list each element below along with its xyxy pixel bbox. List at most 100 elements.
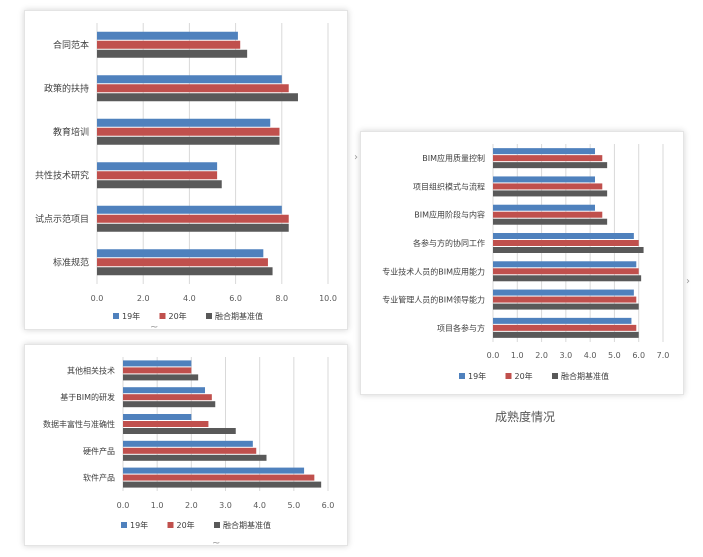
bar bbox=[97, 118, 271, 127]
x-tick-label: 0.0 bbox=[117, 501, 130, 510]
legend-label: 19年 bbox=[468, 371, 486, 381]
x-tick-label: 2.0 bbox=[185, 501, 198, 510]
bar bbox=[97, 180, 222, 189]
category-label: 试点示范项目 bbox=[35, 213, 89, 225]
decor-mark: ~ bbox=[150, 322, 159, 333]
bar bbox=[123, 360, 192, 367]
bar bbox=[123, 387, 205, 394]
x-tick-label: 7.0 bbox=[657, 351, 670, 360]
chart-maturity: 0.0 1.0 2.0 3.0 4.0 5.0 6.0 7.0 BIM应用质量控制项目组织模式与… bbox=[382, 144, 670, 381]
bar bbox=[97, 75, 282, 84]
bar bbox=[123, 414, 192, 420]
category-label: BIM应用阶段与内容 bbox=[414, 210, 485, 220]
legend-label: 20年 bbox=[177, 520, 195, 530]
decor-mark: ~ bbox=[212, 538, 221, 549]
category-label: 专业管理人员的BIM领导能力 bbox=[382, 295, 485, 305]
bar bbox=[493, 296, 637, 303]
bar bbox=[493, 303, 639, 310]
chart-policy: 0.0 2.0 4.0 6.0 8.0 10.0 合同范本政策的扶持教育培训共性技术研究试点… bbox=[35, 23, 337, 321]
bar bbox=[493, 240, 639, 246]
category-label: 项目组织模式与流程 bbox=[413, 181, 485, 191]
legend-label: 融合期基准值 bbox=[561, 371, 609, 381]
x-tick-label: 4.0 bbox=[584, 351, 597, 360]
x-tick-label: 3.0 bbox=[559, 351, 572, 360]
bar bbox=[123, 367, 192, 374]
bar bbox=[97, 205, 282, 214]
x-tick-label: 1.0 bbox=[151, 501, 164, 510]
x-tick-label: 0.0 bbox=[91, 294, 104, 303]
x-tick-label: 6.0 bbox=[322, 501, 335, 510]
category-label: 其他相关技术 bbox=[67, 365, 115, 375]
x-tick-label: 5.0 bbox=[287, 501, 300, 510]
category-label: 各参与方的协同工作 bbox=[413, 238, 485, 248]
bar bbox=[493, 275, 642, 282]
bar bbox=[97, 49, 248, 58]
chart-panel-maturity: 0.0 1.0 2.0 3.0 4.0 5.0 6.0 7.0 BIM应用质量控制 项目组织模式与… bbox=[360, 131, 684, 395]
category-label: 政策的扶持 bbox=[44, 82, 89, 94]
category-label: 硬件产品 bbox=[83, 446, 115, 456]
category-label: 基于BIM的研发 bbox=[60, 392, 115, 402]
x-tick-label: 4.0 bbox=[253, 501, 266, 510]
bar bbox=[123, 454, 267, 461]
bar bbox=[123, 394, 212, 401]
bar bbox=[493, 211, 603, 218]
bar bbox=[493, 155, 603, 162]
legend-swatch bbox=[505, 373, 512, 379]
x-tick-label: 3.0 bbox=[219, 501, 232, 510]
bar bbox=[123, 440, 253, 447]
x-tick-label: 5.0 bbox=[608, 351, 621, 360]
category-label: 软件产品 bbox=[83, 473, 115, 483]
category-label: 项目各参与方 bbox=[437, 323, 485, 333]
bar bbox=[493, 204, 595, 211]
legend-swatch bbox=[206, 313, 212, 319]
decor-mark: › bbox=[354, 152, 358, 163]
chart-panel-policy: 0.0 2.0 4.0 6.0 8.0 10.0 合同范本 政策的扶持 教育培训 共性技术研究 试点… bbox=[24, 10, 348, 330]
bar bbox=[97, 249, 264, 258]
legend-swatch bbox=[167, 522, 174, 528]
bar bbox=[97, 267, 273, 276]
x-tick-label: 8.0 bbox=[275, 294, 288, 303]
bar bbox=[493, 247, 644, 253]
category-label: 数据丰富性与准确性 bbox=[43, 419, 115, 429]
bar bbox=[97, 214, 289, 223]
bar bbox=[123, 447, 257, 454]
legend-swatch bbox=[214, 522, 220, 528]
bar bbox=[493, 289, 634, 296]
x-tick-label: 1.0 bbox=[511, 351, 524, 360]
legend-label: 19年 bbox=[130, 520, 148, 530]
bar bbox=[97, 127, 280, 136]
bar bbox=[493, 162, 608, 169]
category-label: 共性技术研究 bbox=[35, 169, 89, 181]
chart-caption: 成熟度情况 bbox=[494, 410, 555, 424]
bar bbox=[97, 93, 298, 102]
bar bbox=[493, 331, 639, 338]
legend-label: 融合期基准值 bbox=[223, 520, 271, 530]
chart-technology: 0.0 1.0 2.0 3.0 4.0 5.0 6.0 其他相关技术基于BIM的研发数据丰富性… bbox=[43, 357, 335, 530]
x-tick-label: 2.0 bbox=[535, 351, 548, 360]
bar bbox=[123, 481, 322, 488]
x-tick-label: 4.0 bbox=[183, 294, 196, 303]
bar bbox=[97, 136, 280, 145]
legend-label: 20年 bbox=[169, 311, 187, 321]
chart-panel-technology: 0.0 1.0 2.0 3.0 4.0 5.0 6.0 其他相关技术基于BIM的研发数据丰富性… bbox=[24, 344, 348, 546]
bar bbox=[123, 474, 315, 481]
legend-label: 20年 bbox=[515, 371, 533, 381]
x-tick-label: 6.0 bbox=[632, 351, 645, 360]
bar bbox=[97, 258, 268, 267]
legend-swatch bbox=[113, 313, 119, 319]
bar bbox=[493, 317, 632, 324]
legend-label: 19年 bbox=[122, 311, 140, 321]
bar bbox=[97, 162, 218, 171]
bar bbox=[97, 84, 289, 93]
bar bbox=[493, 261, 637, 268]
bar bbox=[97, 40, 241, 49]
bar bbox=[97, 31, 238, 40]
x-tick-label: 10.0 bbox=[319, 294, 337, 303]
bar bbox=[493, 233, 634, 239]
bar bbox=[97, 171, 218, 180]
x-tick-label: 0.0 bbox=[487, 351, 500, 360]
category-label: 标准规范 bbox=[53, 256, 89, 268]
category-label: 专业技术人员的BIM应用能力 bbox=[382, 266, 485, 276]
bar bbox=[493, 324, 637, 331]
bar bbox=[123, 421, 209, 427]
